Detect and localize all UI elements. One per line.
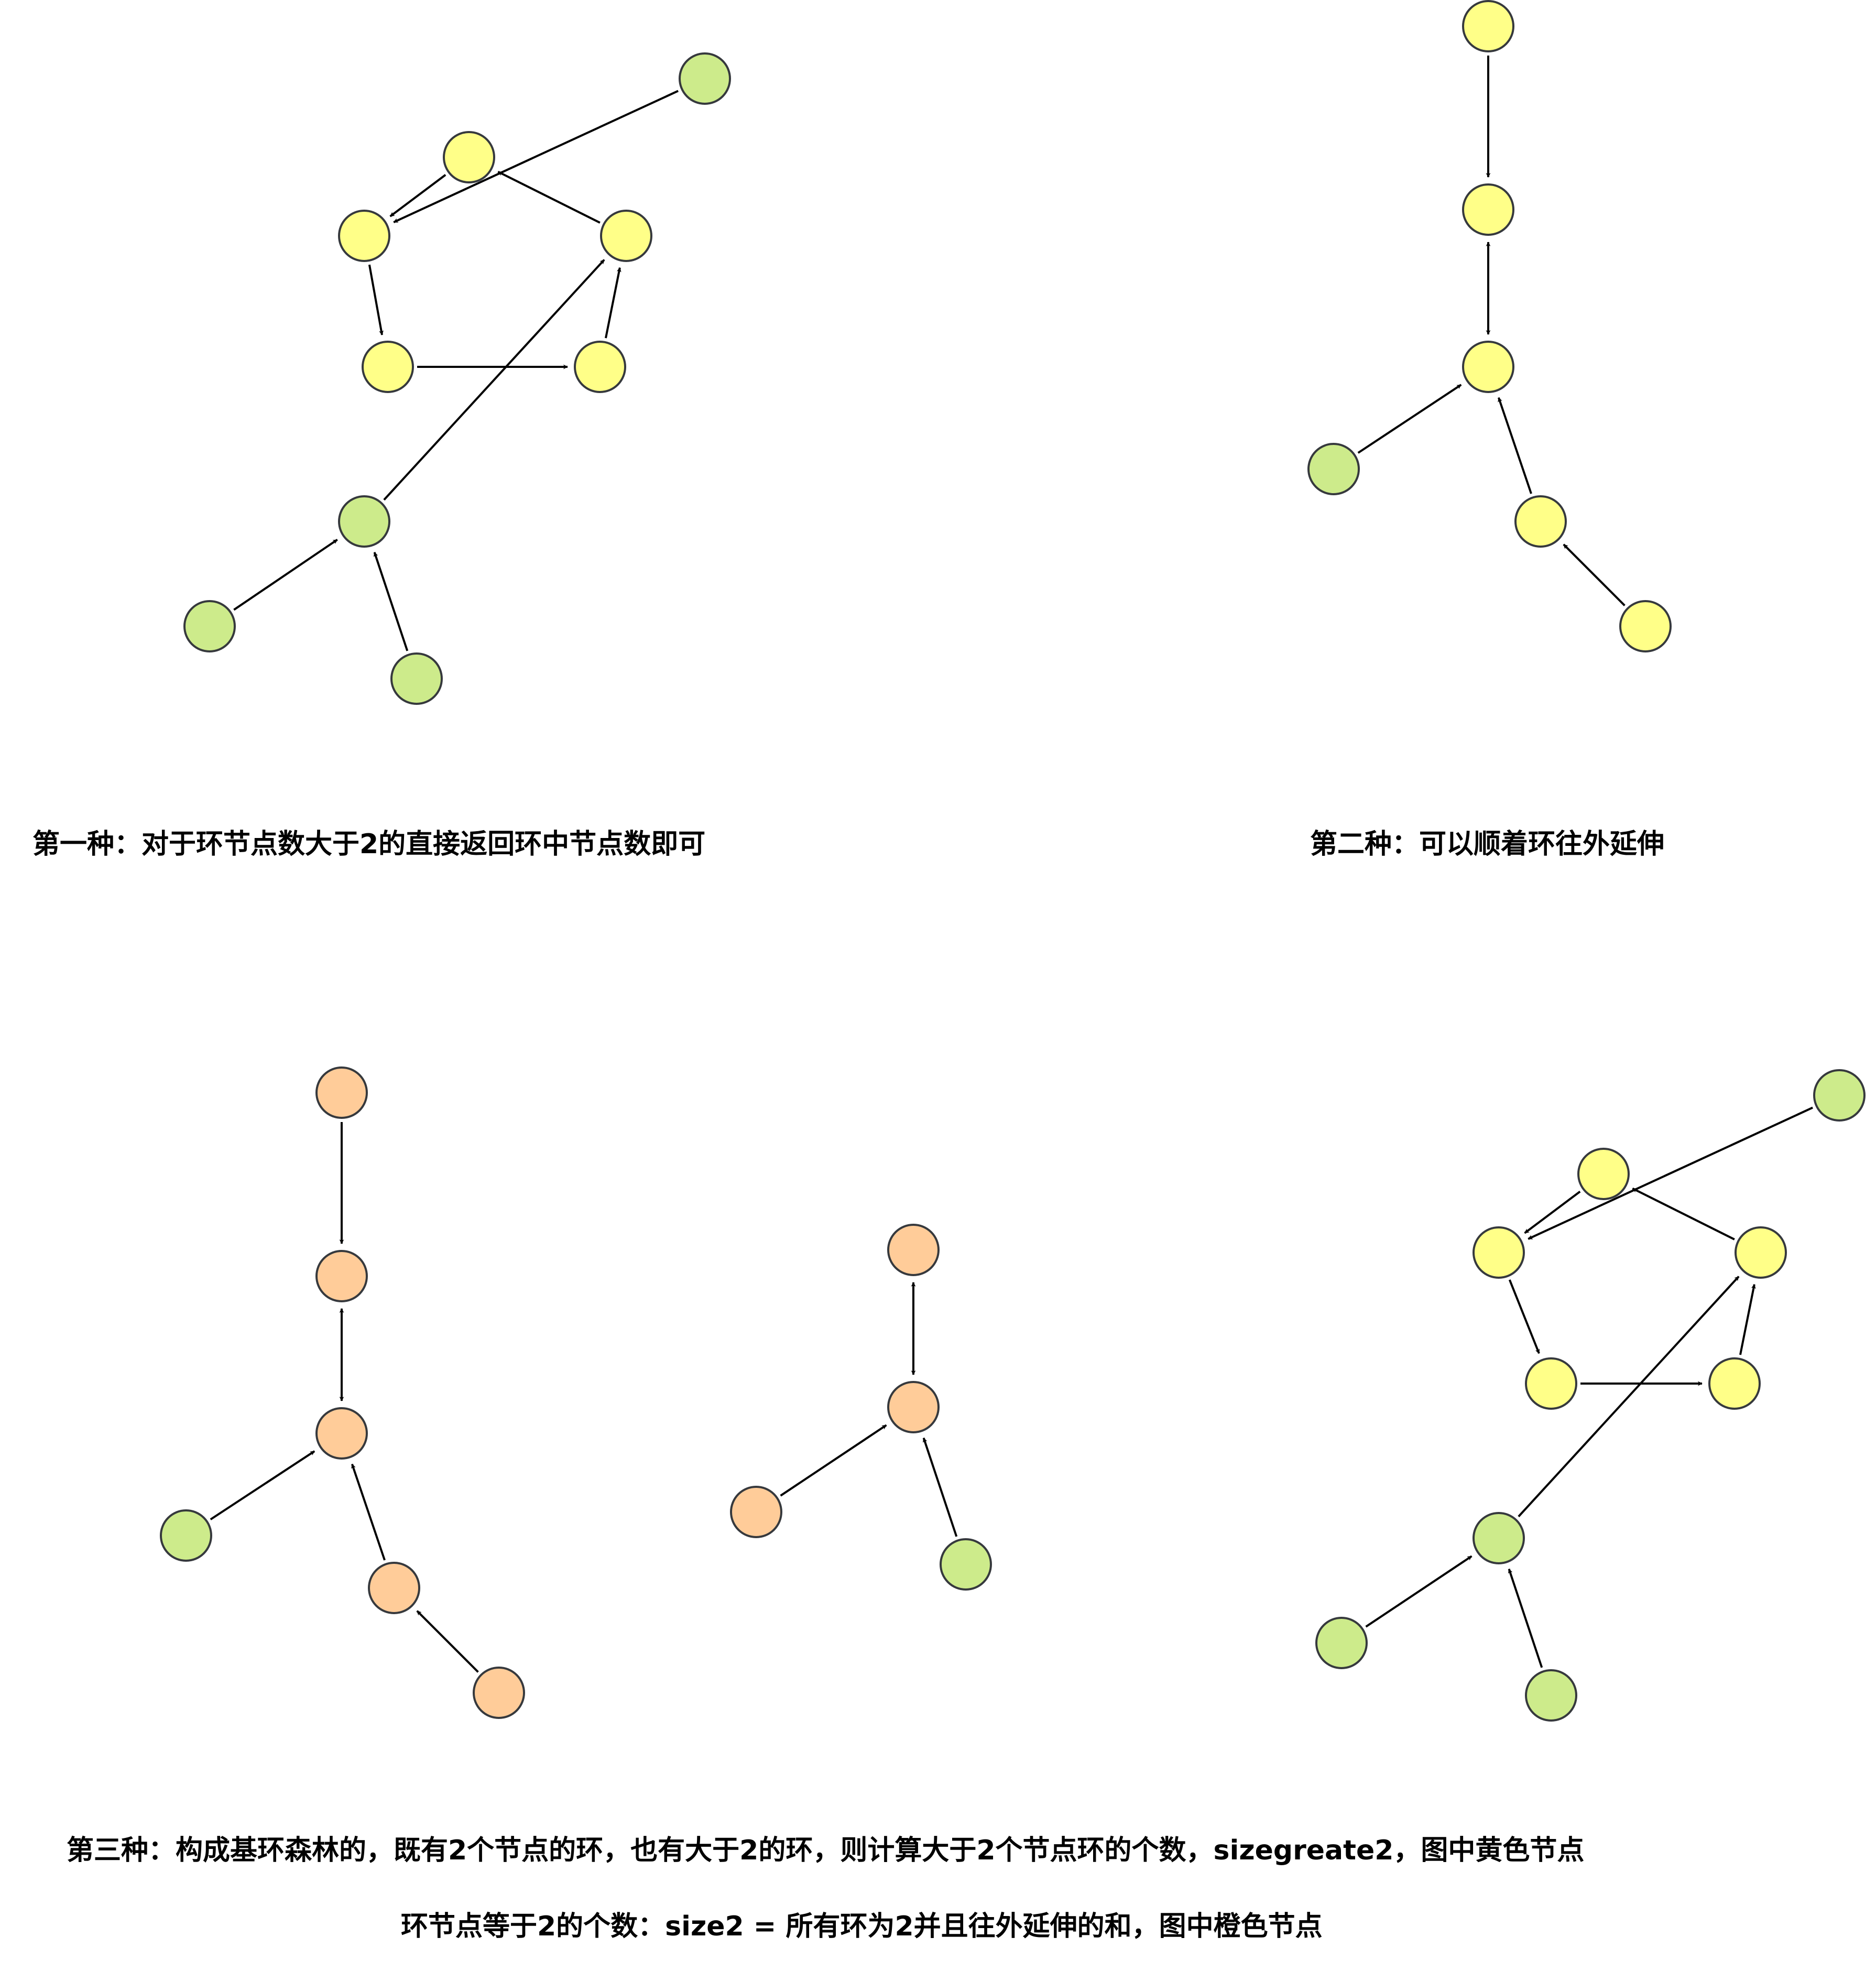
- node-b2-yellow: [1462, 183, 1514, 236]
- node-e3-yellow: [1735, 1226, 1787, 1279]
- caption-second: 第二种：可以顺着环往外延伸: [1310, 829, 1664, 860]
- node-e1-yellow: [1525, 1357, 1577, 1410]
- edge-b5-b3: [1498, 397, 1532, 494]
- edge-e6-e5: [1528, 1106, 1813, 1240]
- edge-d3-d2: [780, 1424, 887, 1497]
- edge-a9-a7: [373, 551, 409, 651]
- edge-a8-a7: [233, 539, 338, 611]
- node-c5-orange: [368, 1562, 420, 1614]
- nodes-layer: [160, 0, 1866, 1722]
- edge-a5-a1: [368, 264, 384, 335]
- node-e5-yellow: [1473, 1226, 1525, 1279]
- edge-a4-a5: [389, 174, 446, 217]
- node-d4-green: [940, 1538, 992, 1591]
- node-c3-orange: [315, 1407, 368, 1460]
- node-d1-orange: [887, 1224, 940, 1276]
- node-a1-yellow: [362, 341, 414, 393]
- caption-first: 第一种：对于环节点数大于2的直接返回环中节点数即可: [32, 829, 705, 860]
- node-d3-orange: [730, 1486, 782, 1538]
- node-b6-yellow: [1619, 600, 1672, 652]
- edge-e8-e7: [1365, 1555, 1473, 1628]
- node-e7-green: [1473, 1512, 1525, 1564]
- node-a7-green: [338, 495, 390, 548]
- edge-e4-e5: [1524, 1191, 1581, 1234]
- caption-third-line1: 第三种：构成基环森林的，既有2个节点的环，也有大于2的环，则计算大于2个节点环的…: [67, 1835, 1584, 1866]
- edges-layer: [210, 56, 1813, 1673]
- edge-b4-b3: [1357, 384, 1462, 454]
- node-b5-yellow: [1514, 495, 1567, 548]
- node-e2-yellow: [1708, 1357, 1761, 1410]
- node-b3-yellow: [1462, 341, 1514, 393]
- node-a9-green: [390, 652, 443, 705]
- node-e8-green: [1315, 1617, 1368, 1669]
- edge-e3-e4: [1632, 1187, 1735, 1240]
- node-a8-green: [183, 600, 236, 652]
- edge-e9-e7: [1508, 1568, 1543, 1668]
- edge-e2-e3: [1739, 1283, 1756, 1355]
- edge-b6-b5: [1563, 543, 1626, 606]
- edge-a2-a3: [605, 267, 621, 339]
- node-a3-yellow: [600, 210, 652, 262]
- node-b4-green: [1307, 443, 1360, 495]
- edge-d4-d2: [922, 1437, 958, 1537]
- caption-third-line2: 环节点等于2的个数：size2 = 所有环为2并且往外延伸的和，图中橙色节点: [401, 1911, 1323, 1942]
- node-e6-green: [1813, 1069, 1866, 1122]
- node-d2-orange: [887, 1381, 940, 1433]
- node-c1-orange: [315, 1066, 368, 1119]
- edge-a6-a5: [393, 90, 679, 223]
- node-b1-yellow: [1462, 0, 1514, 52]
- node-c4-green: [160, 1509, 212, 1562]
- node-e4-yellow: [1577, 1148, 1630, 1200]
- edge-c5-c3: [351, 1463, 386, 1561]
- edge-c4-c3: [210, 1450, 315, 1520]
- edge-e7-e3: [1518, 1276, 1740, 1518]
- edge-a7-a3: [383, 259, 605, 501]
- node-a5-yellow: [338, 210, 390, 262]
- node-a6-green: [679, 52, 731, 105]
- node-c6-orange: [473, 1667, 525, 1719]
- edge-c6-c5: [416, 1610, 479, 1673]
- edge-a3-a4: [497, 170, 601, 224]
- node-c2-orange: [315, 1250, 368, 1302]
- edge-e5-e1: [1508, 1279, 1540, 1354]
- node-a2-yellow: [574, 341, 626, 393]
- node-e9-green: [1525, 1669, 1577, 1722]
- node-a4-yellow: [443, 131, 495, 183]
